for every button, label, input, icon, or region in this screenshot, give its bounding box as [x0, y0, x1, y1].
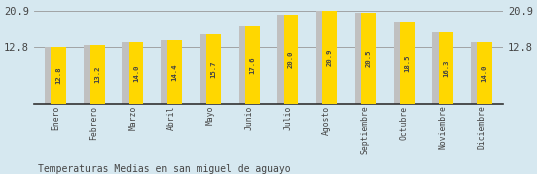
Bar	[200, 34, 211, 104]
Bar	[361, 13, 376, 104]
Bar	[168, 40, 182, 104]
Text: 15.7: 15.7	[211, 60, 216, 78]
Text: 20.0: 20.0	[288, 51, 294, 68]
Bar	[84, 45, 95, 104]
Bar	[51, 47, 66, 104]
Bar	[394, 22, 404, 104]
Text: 20.5: 20.5	[366, 50, 372, 67]
Bar	[90, 45, 105, 104]
Text: 20.9: 20.9	[326, 49, 333, 66]
Text: 14.0: 14.0	[133, 64, 139, 82]
Bar	[245, 26, 259, 104]
Bar	[322, 11, 337, 104]
Bar	[439, 32, 453, 104]
Bar	[471, 42, 482, 104]
Bar	[238, 26, 250, 104]
Bar	[206, 34, 221, 104]
Bar	[355, 13, 366, 104]
Bar	[45, 47, 56, 104]
Text: 14.0: 14.0	[482, 64, 488, 82]
Text: 12.8: 12.8	[55, 67, 61, 84]
Bar	[284, 15, 299, 104]
Bar	[400, 22, 415, 104]
Bar	[161, 40, 172, 104]
Text: 17.6: 17.6	[249, 56, 255, 74]
Bar	[122, 42, 133, 104]
Bar	[477, 42, 492, 104]
Text: 18.5: 18.5	[404, 54, 410, 72]
Text: 16.3: 16.3	[443, 59, 449, 77]
Bar	[432, 32, 443, 104]
Bar	[128, 42, 143, 104]
Text: 13.2: 13.2	[94, 66, 100, 84]
Bar	[278, 15, 288, 104]
Bar	[316, 11, 327, 104]
Text: Temperaturas Medias en san miguel de aguayo: Temperaturas Medias en san miguel de agu…	[38, 164, 290, 174]
Text: 14.4: 14.4	[172, 63, 178, 81]
